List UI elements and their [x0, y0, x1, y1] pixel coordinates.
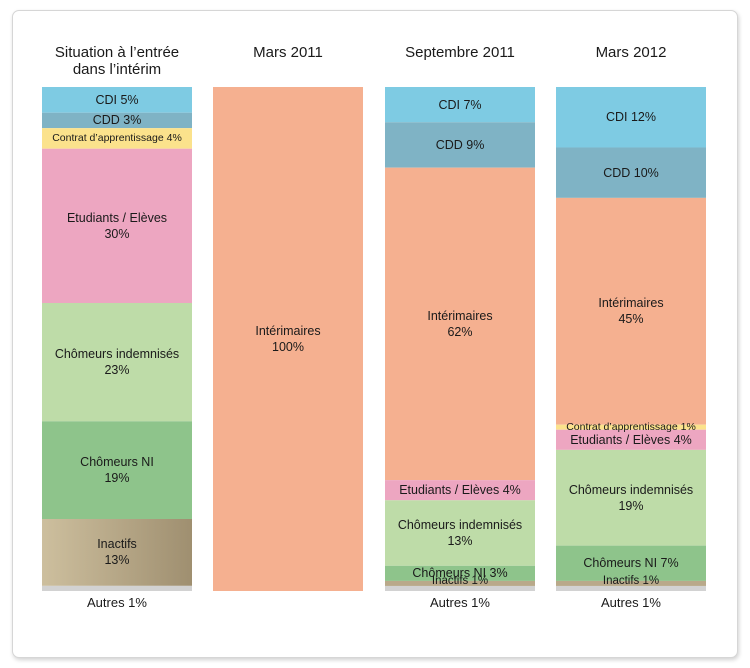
bar-segment-etudiants-eleves-col3 [385, 480, 535, 501]
bar-segment-chomeurs-indemnises-col3 [385, 500, 535, 566]
bar-segment-interimaires-col3 [385, 167, 535, 481]
segment-label-cdd-col3: CDD 9% [435, 137, 485, 152]
segment-label-inactifs-col1: Inactifs 13% [97, 537, 137, 568]
bar-segment-cdi-col3 [385, 87, 535, 123]
bar-segment-chomeurs-indemnises-col4 [556, 449, 706, 546]
segment-label-etudiants-eleves-col1: Etudiants / Elèves 30% [66, 210, 168, 241]
segment-label-interimaires-col3: Intérimaires 62% [427, 308, 493, 339]
bar-segment-cdd-col3 [385, 122, 535, 168]
bar-segment-cdi-col1 [42, 87, 192, 113]
bar-segment-autres-col4 [556, 585, 706, 591]
segment-label-contrat-d-apprentissage-col1: Contrat d’apprentissage 4% [52, 132, 182, 145]
segment-label-chomeurs-indemnises-col4: Chômeurs indemnisés 19% [568, 482, 694, 513]
bar-segment-interimaires-col4 [556, 197, 706, 425]
segment-label-cdi-col1: CDI 5% [95, 92, 139, 107]
segment-label-chomeurs-ni-col1: Chômeurs NI 19% [80, 455, 154, 486]
segment-label-etudiants-eleves-col3: Etudiants / Elèves 4% [399, 483, 521, 498]
footer-label-autres-col3: Autres 1% [430, 595, 490, 610]
footer-label-autres-col1: Autres 1% [87, 595, 147, 610]
segment-label-cdi-col4: CDI 12% [605, 110, 657, 125]
bar-segment-autres-col1 [42, 585, 192, 591]
segment-label-inactifs-col4: Inactifs 1% [602, 575, 660, 588]
segment-label-interimaires-col4: Intérimaires 45% [598, 296, 664, 327]
segment-label-cdi-col3: CDI 7% [438, 97, 482, 112]
segment-label-cdd-col1: CDD 3% [92, 113, 142, 128]
bar-segment-etudiants-eleves-col1 [42, 148, 192, 303]
column-title-1: Situation à l’entrée dans l’intérim [54, 44, 180, 78]
segment-label-chomeurs-ni-col4: Chômeurs NI 7% [583, 556, 679, 571]
bar-segment-chomeurs-ni-col3 [385, 565, 535, 581]
bar-segment-cdd-col4 [556, 147, 706, 198]
segment-label-inactifs-col3: Inactifs 1% [431, 575, 489, 588]
bar-segment-inactifs-col1 [42, 519, 192, 586]
segment-label-chomeurs-indemnises-col3: Chômeurs indemnisés 13% [397, 518, 523, 549]
bar-segment-interimaires-col2 [213, 87, 363, 591]
segment-label-contrat-d-apprentissage-col4: Contrat d’apprentissage 1% [566, 421, 696, 434]
bar-segment-cdi-col4 [556, 87, 706, 148]
bar-segment-inactifs-col4 [556, 580, 706, 586]
bar-segment-contrat-d-apprentissage-col1 [42, 128, 192, 149]
segment-label-chomeurs-indemnises-col1: Chômeurs indemnisés 23% [54, 347, 180, 378]
bar-segment-chomeurs-indemnises-col1 [42, 303, 192, 422]
bar-segment-inactifs-col3 [385, 580, 535, 586]
bar-segment-etudiants-eleves-col4 [556, 429, 706, 450]
footer-label-autres-col4: Autres 1% [601, 595, 661, 610]
bar-segment-chomeurs-ni-col1 [42, 421, 192, 519]
segment-label-chomeurs-ni-col3: Chômeurs NI 3% [412, 566, 508, 581]
segment-label-etudiants-eleves-col4: Etudiants / Elèves 4% [570, 432, 692, 447]
bar-segment-contrat-d-apprentissage-col4 [556, 424, 706, 430]
column-title-3: Septembre 2011 [405, 44, 515, 61]
column-title-4: Mars 2012 [595, 44, 667, 61]
column-title-2: Mars 2011 [253, 44, 323, 61]
bar-segment-cdd-col1 [42, 112, 192, 129]
bar-segment-chomeurs-ni-col4 [556, 545, 706, 581]
bar-segment-autres-col3 [385, 585, 535, 591]
segment-label-interimaires-col2: Intérimaires 100% [255, 324, 321, 354]
segment-label-cdd-col4: CDD 10% [603, 165, 659, 180]
